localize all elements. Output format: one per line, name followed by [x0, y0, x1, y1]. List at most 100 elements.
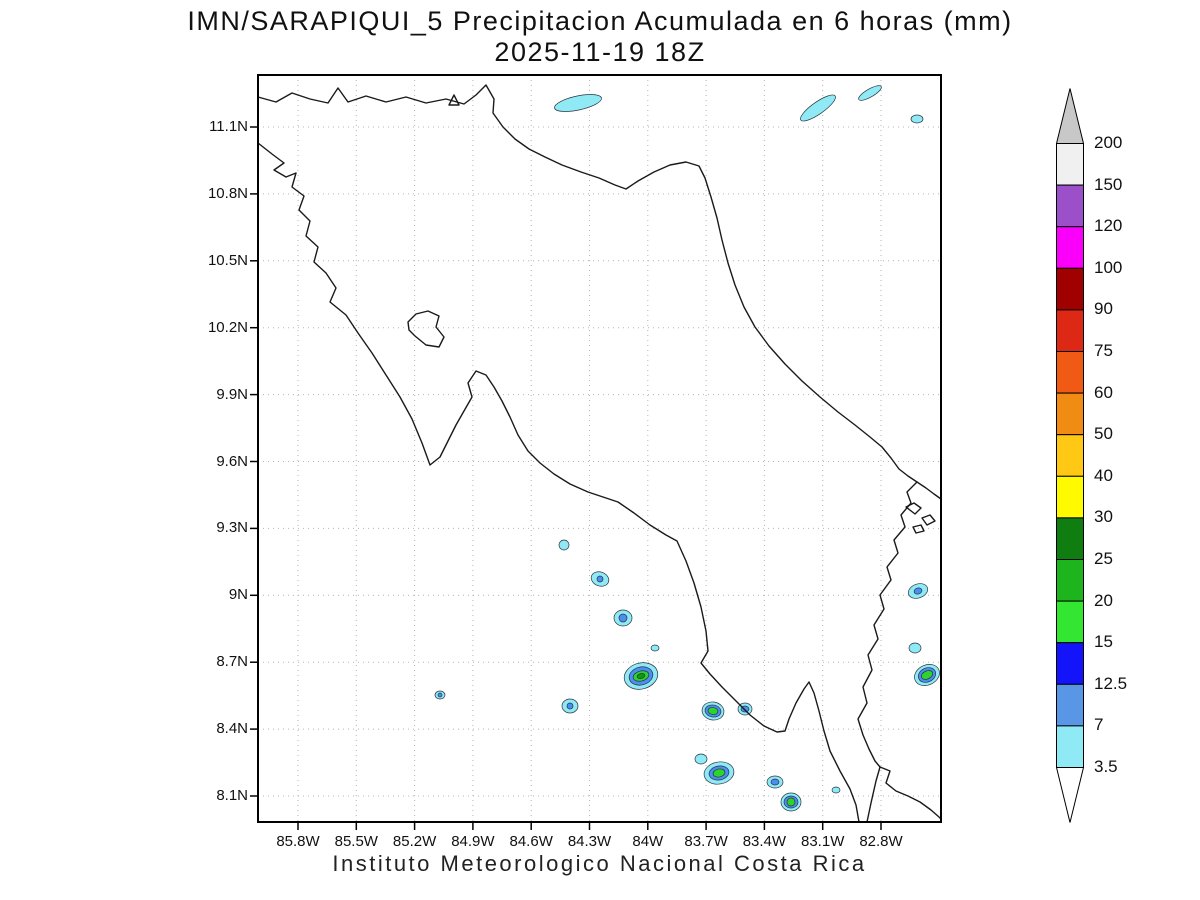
precip-contour — [566, 702, 574, 710]
coastline-path — [912, 524, 925, 534]
chart-title: IMN/SARAPIQUI_5 Precipitacion Acumulada … — [187, 6, 1013, 36]
colorbar-segment — [1056, 683, 1084, 727]
precip-contour — [712, 768, 726, 778]
lat-tick-label: 10.2N — [207, 318, 248, 336]
precip-cell — [694, 753, 708, 765]
precip-cell — [650, 644, 660, 652]
precip-cell — [561, 698, 579, 714]
lon-tick-label: 84.9W — [451, 833, 495, 850]
precip-contour — [913, 587, 923, 595]
colorbar-segment — [1056, 143, 1084, 186]
colorbar-segment — [1056, 351, 1084, 394]
colorbar-tick-label: 90 — [1094, 299, 1113, 319]
colorbar-tick-label: 120 — [1094, 216, 1123, 236]
precip-cell — [701, 701, 725, 721]
colorbar-tick-label: 100 — [1094, 257, 1123, 277]
colorbar-tick-label: 25 — [1094, 549, 1113, 568]
coastline-path — [857, 481, 918, 768]
lat-tick-label: 9.3N — [216, 519, 248, 537]
lat-tick-label: 8.1N — [216, 787, 248, 804]
colorbar-tick-label: 7 — [1094, 715, 1104, 735]
precip-cell — [910, 114, 924, 124]
precip-contour — [786, 797, 796, 807]
colorbar-segment — [1056, 226, 1084, 269]
precip-contour — [650, 644, 660, 652]
colorbar-segment — [1056, 309, 1084, 352]
colorbar-tick-label: 3.5 — [1094, 757, 1118, 776]
precip-cell — [613, 609, 633, 627]
precip-contour — [908, 642, 922, 654]
precip-contour — [437, 692, 443, 698]
precip-contour — [694, 753, 708, 765]
lat-tick-label: 10.8N — [207, 184, 248, 202]
precip-cell — [908, 642, 922, 654]
lat-tick-label: 9.9N — [216, 385, 248, 403]
colorbar-tick-label: 150 — [1094, 174, 1123, 194]
colorbar-tick-label: 200 — [1094, 133, 1123, 152]
colorbar — [1056, 88, 1085, 823]
precip-cell — [766, 775, 784, 789]
precip-cell — [780, 792, 802, 812]
colorbar-segment — [1056, 434, 1084, 477]
lon-tick-label: 85.5W — [334, 833, 378, 850]
lon-tick-label: 85.8W — [276, 833, 320, 850]
lon-tick-label: 83.4W — [742, 833, 787, 850]
colorbar-segment — [1056, 267, 1084, 311]
precip-cell — [800, 94, 836, 122]
chart-datetime: 2025-11-19 18Z — [494, 37, 706, 67]
map-plot-area — [250, 74, 942, 830]
colorbar-tick-label: 60 — [1094, 382, 1113, 402]
map-svg — [250, 74, 942, 830]
precip-contour — [618, 613, 628, 623]
coastline-path — [407, 310, 445, 348]
footer-caption: Instituto Meteorologico Nacional Costa R… — [332, 851, 867, 876]
colorbar-tick-label: 50 — [1094, 424, 1113, 444]
colorbar-tick-label: 75 — [1094, 341, 1113, 360]
lon-tick-label: 84.6W — [509, 833, 553, 850]
colorbar-tick-label: 20 — [1094, 590, 1113, 610]
lon-tick-label: 84.3W — [567, 833, 612, 850]
coastline-path — [866, 766, 942, 823]
precip-cell — [558, 539, 570, 551]
colorbar-segment — [1056, 642, 1084, 685]
coastline-path — [448, 94, 460, 106]
coastline-path — [257, 142, 860, 823]
lat-tick-label: 9.6N — [216, 452, 248, 470]
precip-cell — [703, 761, 735, 785]
colorbar-tick-label: 12.5 — [1094, 673, 1128, 693]
lon-tick-label: 83.7W — [684, 833, 728, 850]
colorbar-segment — [1056, 517, 1084, 560]
precip-contour — [707, 707, 719, 715]
lat-tick-label: 10.5N — [207, 251, 248, 269]
coastline-path — [905, 502, 922, 515]
lon-tick-label: 82.8W — [859, 833, 903, 850]
precip-contour — [800, 94, 836, 122]
colorbar-tick-label: 15 — [1094, 632, 1113, 652]
lon-tick-label: 83.1W — [801, 833, 845, 850]
lon-tick-label: 84W — [632, 833, 664, 850]
map-frame-border — [257, 74, 942, 823]
colorbar-bottom-arrow — [1056, 767, 1085, 823]
colorbar-segment — [1056, 559, 1084, 602]
precip-cell — [623, 662, 659, 690]
precip-cell — [554, 94, 602, 112]
precip-contour — [596, 575, 604, 583]
lat-tick-label: 9N — [228, 586, 248, 604]
precip-contour — [858, 85, 882, 101]
colorbar-segment — [1056, 184, 1084, 228]
precip-cell — [914, 664, 940, 686]
colorbar-top-arrow — [1056, 88, 1085, 144]
lat-tick-label: 8.7N — [216, 653, 248, 671]
colorbar-segment — [1056, 475, 1084, 519]
precip-cell — [590, 571, 610, 587]
precip-contour — [920, 670, 934, 680]
lon-tick-label: 85.2W — [392, 833, 437, 850]
precip-contour — [558, 539, 570, 551]
lat-tick-label: 11.1N — [209, 118, 248, 135]
precip-cell — [434, 690, 446, 700]
colorbar-tick-label: 30 — [1094, 507, 1113, 527]
precip-contour — [770, 778, 780, 786]
precip-cell — [907, 583, 929, 599]
precip-contour — [910, 114, 924, 124]
